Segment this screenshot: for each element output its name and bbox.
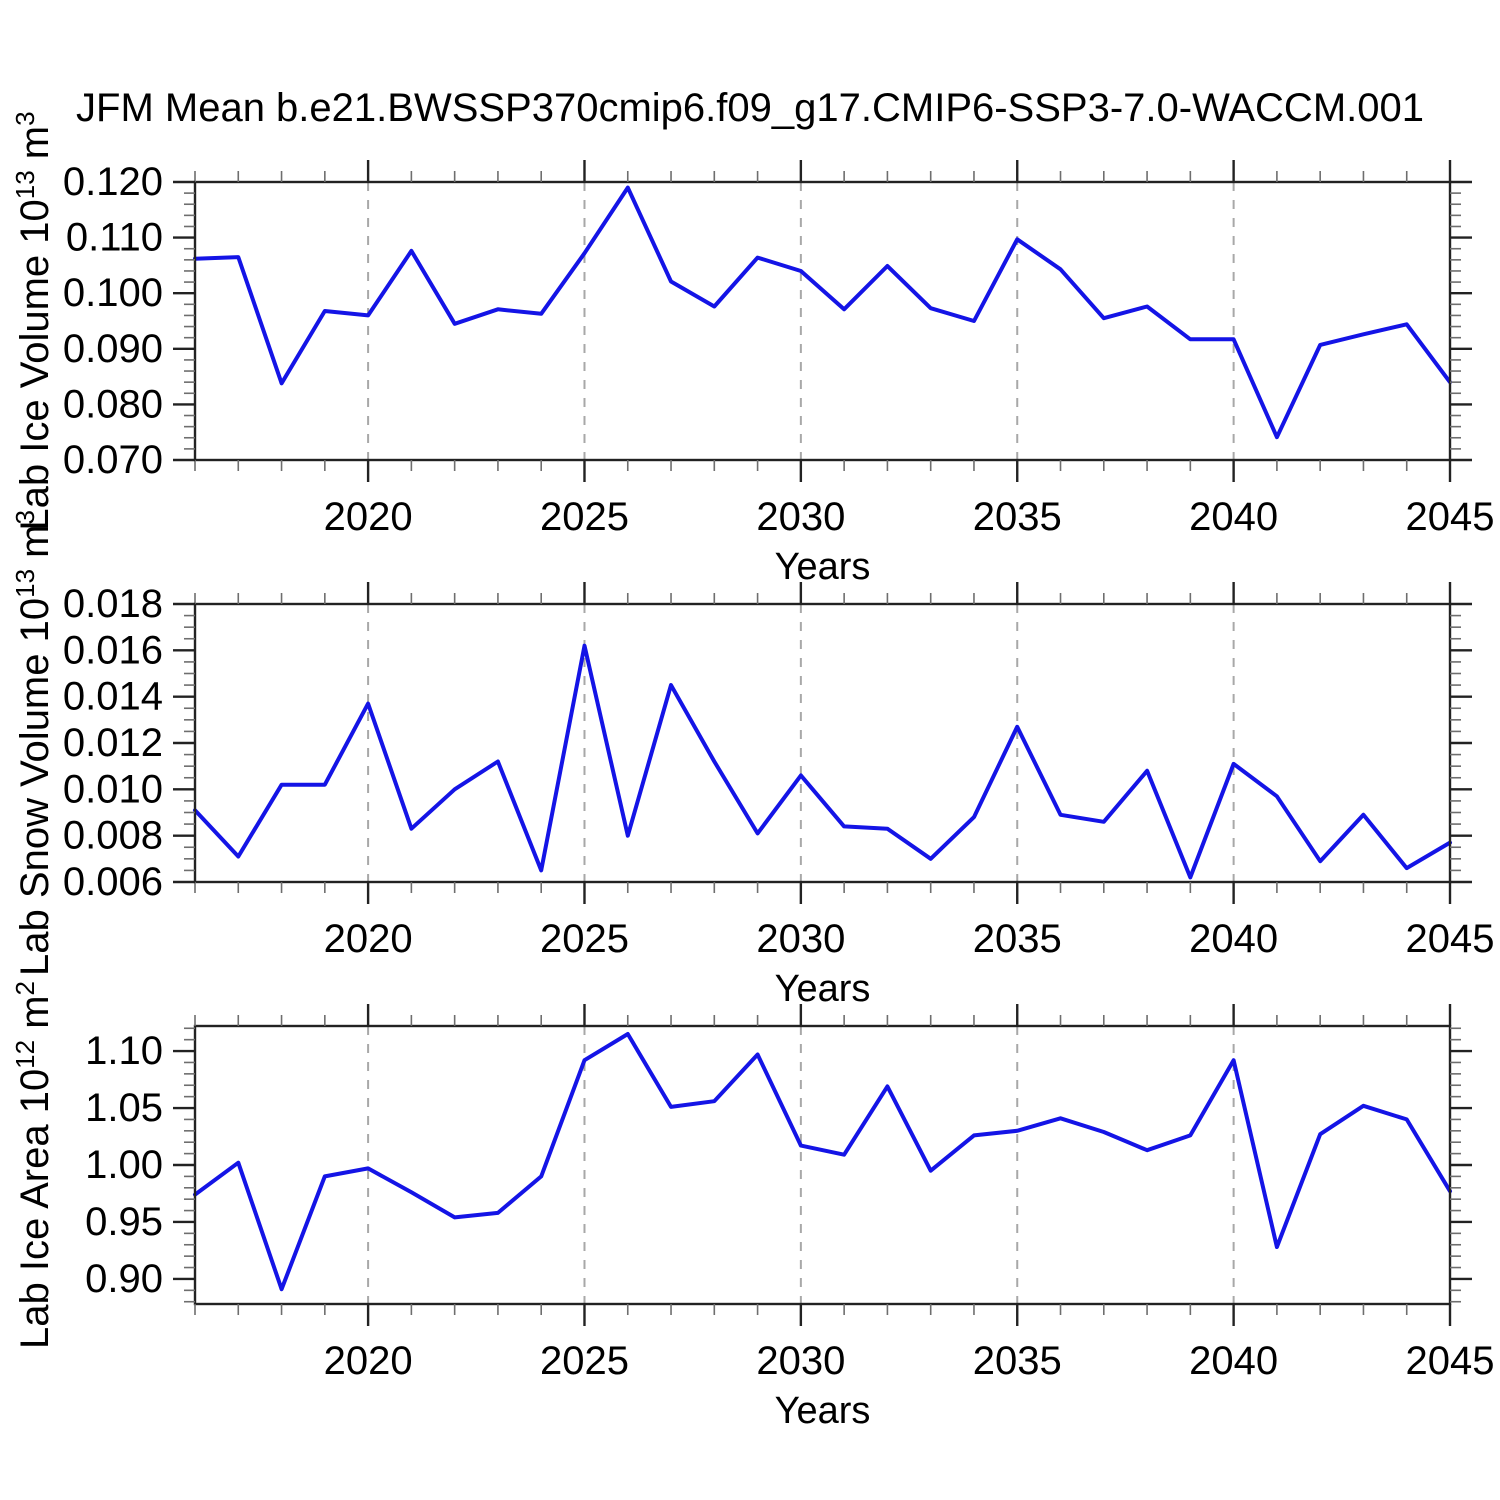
- x-tick-label: 2035: [973, 1339, 1062, 1383]
- y-tick-label: 0.018: [63, 582, 163, 626]
- y-tick-label: 1.10: [85, 1029, 163, 1073]
- y-tick-label: 0.100: [63, 271, 163, 315]
- y-axis-label-lab-ice-volume: Lab Ice Volume 1013 m3: [10, 111, 57, 530]
- x-tick-label: 2035: [973, 495, 1062, 539]
- y-tick-label: 0.110: [66, 216, 163, 260]
- y-tick-label: 0.010: [63, 767, 163, 811]
- x-tick-label: 2045: [1406, 1339, 1495, 1383]
- y-tick-label: 0.090: [63, 327, 163, 371]
- x-tick-label: 2045: [1406, 917, 1495, 961]
- x-tick-label: 2045: [1406, 495, 1495, 539]
- y-tick-label: 0.070: [63, 438, 163, 482]
- x-axis-label: Years: [775, 1390, 871, 1432]
- y-tick-label: 0.008: [63, 814, 163, 858]
- series-line-lab-ice-volume: [193, 185, 1452, 440]
- series-line-lab-snow-volume: [193, 643, 1452, 880]
- x-tick-label: 2040: [1189, 917, 1278, 961]
- x-tick-label: 2030: [756, 495, 845, 539]
- y-tick-label: 0.90: [85, 1257, 163, 1301]
- y-tick-label: 0.014: [63, 675, 163, 719]
- panel-lab-ice-area: 0.90 0.95 1.00 1.05 1.10 2020 2025 2030 2035 2040…: [10, 981, 1494, 1432]
- y-tick-label: 0.120: [63, 160, 163, 204]
- y-tick-label: 0.95: [85, 1200, 163, 1244]
- series-line-lab-ice-area: [193, 1032, 1452, 1292]
- y-tick-label: 1.00: [85, 1143, 163, 1187]
- x-tick-label: 2020: [324, 1339, 413, 1383]
- x-tick-label: 2025: [540, 917, 629, 961]
- y-tick-label: 0.006: [63, 860, 163, 904]
- y-axis-label-lab-ice-area: Lab Ice Area 1012 m2: [10, 981, 57, 1349]
- x-tick-label: 2020: [324, 495, 413, 539]
- x-tick-label: 2040: [1189, 495, 1278, 539]
- y-tick-label: 1.05: [85, 1086, 163, 1130]
- x-tick-label: 2035: [973, 917, 1062, 961]
- x-axis-label: Years: [775, 546, 871, 588]
- y-tick-label: 0.080: [63, 382, 163, 426]
- y-tick-label: 0.016: [63, 628, 163, 672]
- y-axis-label-lab-snow-volume: Lab Snow Volume 1013 m3: [10, 510, 57, 976]
- x-tick-label: 2025: [540, 495, 629, 539]
- axis-frame: [193, 180, 1452, 462]
- x-tick-label: 2040: [1189, 1339, 1278, 1383]
- x-tick-label: 2030: [756, 1339, 845, 1383]
- y-tick-label: 0.012: [63, 721, 163, 765]
- x-axis-label: Years: [775, 968, 871, 1010]
- chart-title: JFM Mean b.e21.BWSSP370cmip6.f09_g17.CMI…: [76, 86, 1424, 130]
- x-tick-label: 2025: [540, 1339, 629, 1383]
- panel-lab-ice-volume: 0.070 0.080 0.090 0.100 0.110 0.120 2020 2025 20…: [10, 111, 1494, 588]
- x-tick-label: 2020: [324, 917, 413, 961]
- x-tick-label: 2030: [756, 917, 845, 961]
- axis-frame: [193, 1024, 1452, 1306]
